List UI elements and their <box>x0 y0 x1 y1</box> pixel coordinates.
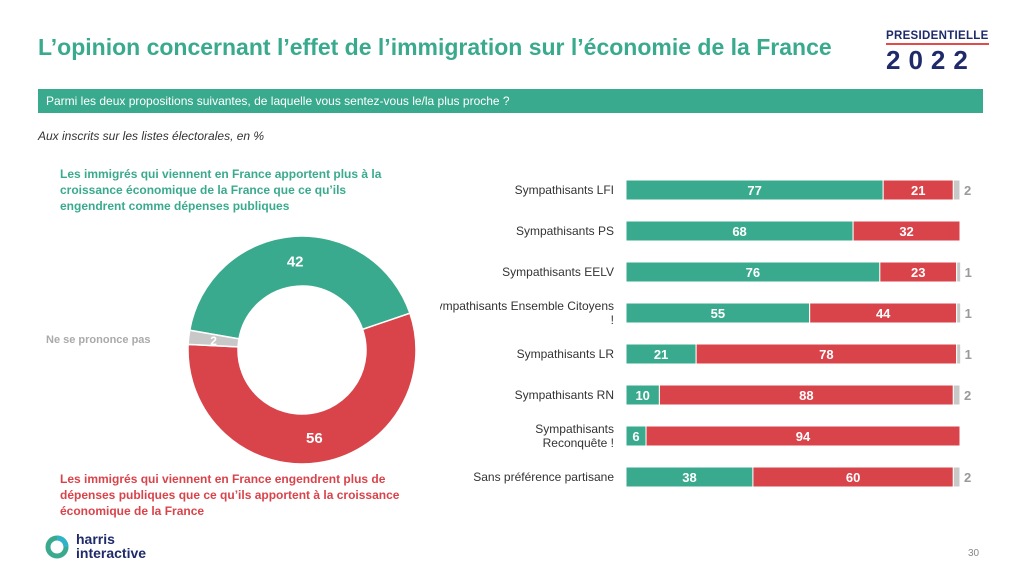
bar-segment-nsp <box>952 384 961 406</box>
harris-interactive-logo: harris interactive <box>44 532 146 565</box>
bar-category-label: Sympathisants Reconquête ! <box>535 422 614 450</box>
bar-value-label: 1 <box>965 347 972 362</box>
bar-value-label: 32 <box>899 224 913 239</box>
bar-category-label: Sans préférence partisane <box>473 470 614 484</box>
logo-year-text: 2022 <box>886 45 976 75</box>
bar-category-label: Sympathisants Ensemble Citoyens! <box>440 299 614 327</box>
bar-segment-red <box>645 425 961 447</box>
bar-category-label: Sympathisants EELV <box>502 265 614 279</box>
brand-line-1: harris <box>76 531 115 547</box>
page-number: 30 <box>968 548 980 559</box>
donut-chart: 42 56 2 <box>187 235 417 465</box>
bar-segment-nsp <box>956 343 962 365</box>
bar-value-label: 23 <box>911 265 925 280</box>
bar-value-label: 2 <box>964 470 971 485</box>
question-banner: Parmi les deux propositions suivantes, d… <box>38 89 983 113</box>
donut-slice-green <box>188 235 411 340</box>
brand-text: harris interactive <box>76 532 146 560</box>
bar-value-label: 76 <box>746 265 760 280</box>
bar-value-label: 78 <box>819 347 833 362</box>
donut-value-label: 2 <box>210 334 217 348</box>
bar-value-label: 38 <box>682 470 696 485</box>
bar-value-label: 2 <box>964 388 971 403</box>
bar-value-label: 1 <box>965 265 972 280</box>
bar-segment-nsp <box>956 261 962 283</box>
bar-value-label: 1 <box>965 306 972 321</box>
bar-value-label: 68 <box>732 224 746 239</box>
bar-category-label: Sympathisants RN <box>515 388 614 402</box>
bar-value-label: 60 <box>846 470 860 485</box>
donut-slice-red <box>187 312 417 465</box>
bar-value-label: 10 <box>635 388 649 403</box>
page-title: L’opinion concernant l’effet de l’immigr… <box>38 34 832 60</box>
bar-value-label: 6 <box>632 429 639 444</box>
bar-value-label: 21 <box>911 183 925 198</box>
donut-value-label: 42 <box>287 253 304 270</box>
bar-segment-nsp <box>952 466 961 488</box>
legend-red-label: Les immigrés qui viennent en France enge… <box>60 472 400 518</box>
donut-value-label: 56 <box>306 430 323 447</box>
bar-category-label: Sympathisants LFI <box>515 183 614 197</box>
bar-category-label: Sympathisants LR <box>517 347 615 361</box>
bar-segment-nsp <box>956 302 962 324</box>
bar-value-label: 55 <box>711 306 725 321</box>
legend-green-label: Les immigrés qui viennent en France appo… <box>60 167 382 213</box>
legend-nsp-label: Ne se prononce pas <box>46 334 151 346</box>
bar-value-label: 77 <box>747 183 761 198</box>
bar-value-label: 2 <box>964 183 971 198</box>
bar-category-label: Sympathisants PS <box>516 224 614 238</box>
bar-segment-nsp <box>952 179 961 201</box>
logo-top-text: PRESIDENTIELLE <box>886 30 989 45</box>
bar-value-label: 21 <box>654 347 668 362</box>
base-note: Aux inscrits sur les listes électorales,… <box>38 129 265 143</box>
bar-value-label: 44 <box>876 306 891 321</box>
donut-slice-nsp <box>187 329 240 348</box>
brand-line-2: interactive <box>76 545 147 561</box>
presidentielle-logo: PRESIDENTIELLE 2022 <box>886 26 989 75</box>
bar-value-label: 94 <box>796 429 811 444</box>
harris-ring-icon <box>45 535 69 559</box>
bar-value-label: 88 <box>799 388 813 403</box>
bar-segment-red <box>852 220 961 242</box>
